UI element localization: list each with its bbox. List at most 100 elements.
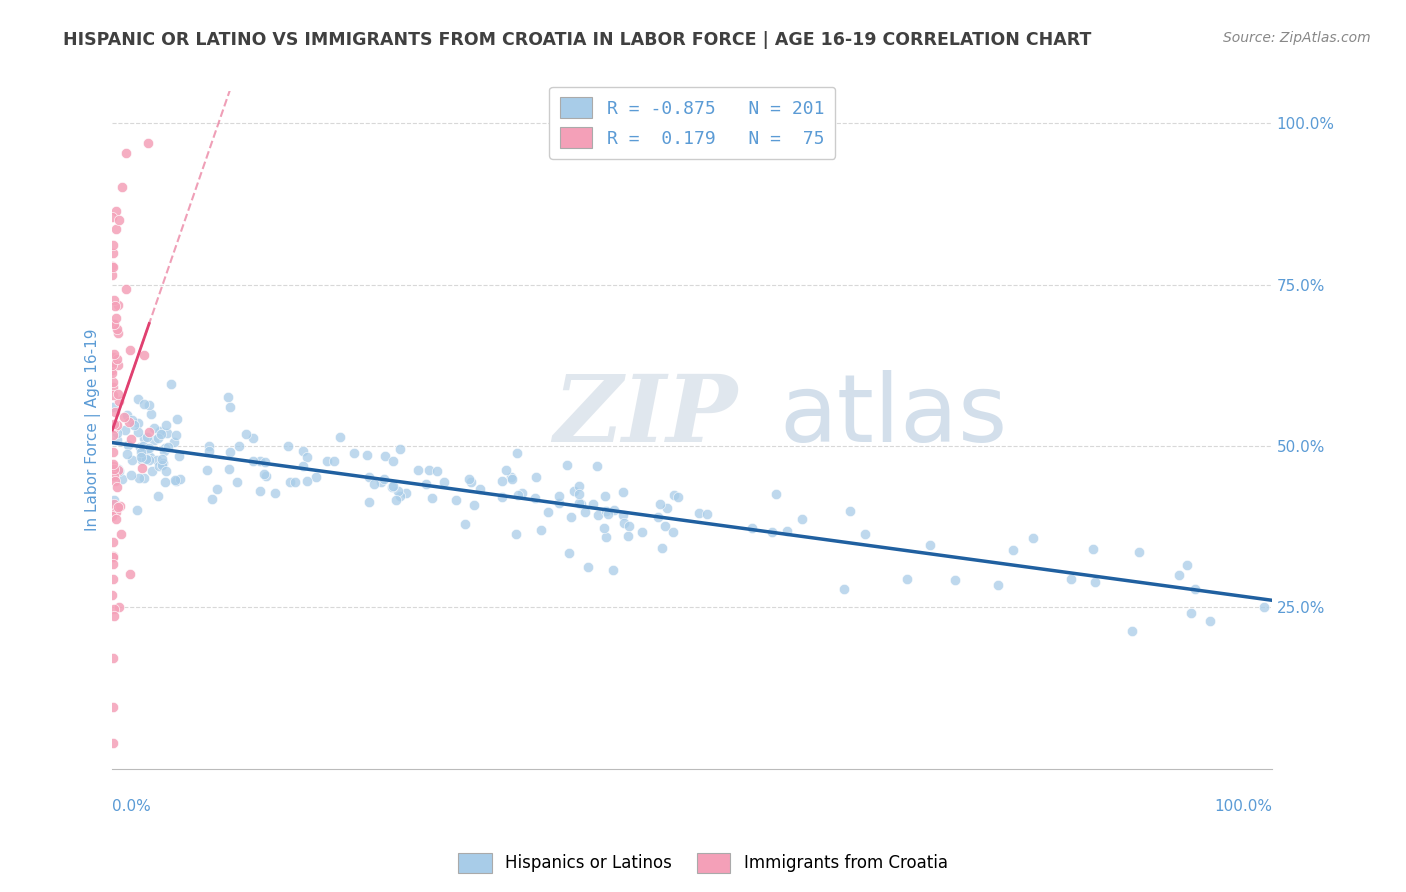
Point	[103, 421, 125, 435]
Point	[373, 472, 395, 486]
Point	[105, 480, 128, 494]
Point	[315, 454, 337, 468]
Point	[491, 491, 513, 505]
Point	[297, 475, 319, 489]
Point	[986, 578, 1008, 592]
Point	[595, 530, 617, 544]
Point	[122, 417, 145, 432]
Point	[761, 524, 783, 539]
Point	[568, 479, 591, 493]
Point	[101, 366, 124, 380]
Point	[101, 550, 124, 565]
Point	[616, 529, 638, 543]
Point	[207, 482, 229, 496]
Point	[120, 433, 142, 447]
Point	[420, 491, 443, 505]
Point	[389, 442, 412, 457]
Point	[138, 425, 160, 439]
Point	[765, 487, 787, 501]
Point	[127, 392, 149, 406]
Point	[103, 535, 125, 549]
Point	[115, 408, 138, 422]
Text: 100.0%: 100.0%	[1213, 799, 1272, 814]
Legend: R = -0.875   N = 201, R =  0.179   N =  75: R = -0.875 N = 201, R = 0.179 N = 75	[550, 87, 835, 159]
Point	[103, 736, 125, 750]
Point	[374, 449, 396, 463]
Point	[1175, 558, 1198, 573]
Point	[384, 492, 406, 507]
Text: Source: ZipAtlas.com: Source: ZipAtlas.com	[1223, 31, 1371, 45]
Point	[612, 508, 634, 522]
Point	[853, 527, 876, 541]
Point	[105, 222, 128, 236]
Point	[155, 417, 177, 432]
Point	[291, 444, 314, 458]
Point	[647, 510, 669, 524]
Point	[343, 446, 366, 460]
Point	[131, 460, 153, 475]
Point	[1184, 582, 1206, 597]
Point	[323, 454, 346, 468]
Point	[101, 400, 124, 414]
Point	[149, 425, 172, 439]
Point	[112, 409, 135, 424]
Point	[501, 472, 523, 486]
Point	[395, 485, 418, 500]
Point	[593, 489, 616, 503]
Point	[651, 541, 673, 556]
Point	[131, 447, 153, 461]
Text: 0.0%: 0.0%	[112, 799, 152, 814]
Point	[103, 293, 125, 307]
Point	[568, 487, 591, 501]
Point	[537, 505, 560, 519]
Point	[920, 538, 942, 552]
Point	[1121, 624, 1143, 638]
Point	[557, 546, 579, 560]
Point	[228, 439, 250, 453]
Point	[103, 468, 125, 483]
Point	[135, 442, 157, 457]
Point	[166, 412, 188, 426]
Point	[108, 499, 131, 513]
Point	[242, 454, 264, 468]
Point	[569, 497, 592, 511]
Point	[103, 492, 125, 507]
Point	[101, 428, 124, 442]
Point	[576, 559, 599, 574]
Text: ZIP: ZIP	[553, 371, 737, 461]
Point	[630, 525, 652, 540]
Point	[107, 358, 129, 372]
Y-axis label: In Labor Force | Age 16-19: In Labor Force | Age 16-19	[86, 328, 101, 531]
Point	[108, 394, 131, 409]
Point	[370, 475, 392, 490]
Point	[165, 473, 187, 487]
Point	[595, 503, 617, 517]
Point	[574, 505, 596, 519]
Point	[135, 452, 157, 467]
Point	[101, 458, 124, 473]
Point	[195, 463, 218, 477]
Point	[1081, 541, 1104, 556]
Point	[136, 448, 159, 462]
Point	[153, 441, 176, 455]
Point	[415, 476, 437, 491]
Point	[125, 503, 148, 517]
Point	[329, 429, 352, 443]
Point	[120, 567, 142, 582]
Point	[661, 524, 683, 539]
Point	[741, 521, 763, 535]
Point	[105, 351, 128, 366]
Point	[114, 423, 136, 437]
Point	[491, 475, 513, 489]
Point	[150, 458, 173, 473]
Point	[201, 492, 224, 507]
Point	[242, 431, 264, 445]
Point	[363, 477, 385, 491]
Point	[1199, 614, 1222, 628]
Point	[101, 651, 124, 665]
Point	[103, 318, 125, 332]
Point	[1167, 568, 1189, 582]
Point	[103, 317, 125, 331]
Point	[101, 588, 124, 602]
Point	[111, 180, 134, 194]
